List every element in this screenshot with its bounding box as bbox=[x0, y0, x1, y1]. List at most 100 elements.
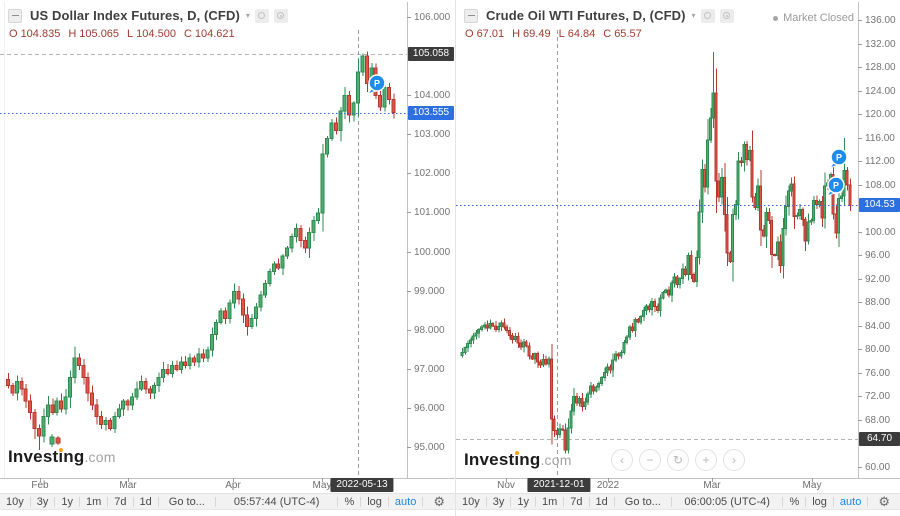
toolbar-divider bbox=[832, 496, 834, 507]
last-price-badge: 103.555 bbox=[408, 105, 454, 120]
tick-mark bbox=[858, 372, 862, 374]
position-pin-marker[interactable]: P bbox=[825, 176, 845, 198]
date-tick-mark bbox=[506, 478, 507, 482]
tick-mark bbox=[858, 419, 862, 421]
toolbar-divider bbox=[670, 496, 672, 507]
auto-scale-button[interactable]: auto bbox=[394, 495, 417, 508]
range-10y-button[interactable]: 10y bbox=[6, 495, 24, 508]
svg-text:P: P bbox=[833, 180, 839, 190]
settings-gear-icon[interactable]: ⚙ bbox=[433, 493, 445, 509]
percent-scale-button[interactable]: % bbox=[789, 495, 800, 508]
settings-gear-icon[interactable]: ⚙ bbox=[878, 493, 890, 509]
range-3y-button[interactable]: 3y bbox=[36, 495, 49, 508]
investing-logo[interactable]: Investing.com bbox=[464, 450, 572, 470]
tick-mark bbox=[858, 231, 862, 233]
date-axis-border bbox=[456, 478, 900, 479]
tick-mark bbox=[858, 90, 862, 92]
tick-mark bbox=[858, 137, 862, 139]
date-axis[interactable]: Feb Mar Apr May 2022-05-13 bbox=[0, 478, 455, 493]
camera-icon[interactable] bbox=[254, 8, 269, 23]
ohlc-key: C bbox=[603, 28, 612, 40]
range-1y-button[interactable]: 1y bbox=[61, 495, 73, 508]
chart-canvas[interactable]: P bbox=[0, 0, 407, 478]
tick-mark bbox=[858, 302, 862, 303]
position-pin-marker[interactable]: P bbox=[366, 74, 386, 96]
date-axis[interactable]: Nov 2022 Mar May 2021-12-01 bbox=[456, 478, 900, 493]
go-to-button[interactable]: Go to... bbox=[624, 495, 661, 508]
price-tick-label: 95.000 bbox=[407, 442, 445, 454]
candlestick-plot[interactable]: P bbox=[0, 0, 407, 478]
date-tick-label: Feb bbox=[31, 480, 49, 491]
price-tick-label: 128.00 bbox=[858, 62, 896, 74]
toolbar-divider bbox=[867, 496, 869, 507]
tick-mark bbox=[407, 408, 411, 410]
reset-zoom-button[interactable]: ↻ bbox=[667, 449, 689, 471]
date-tick-label: Mar bbox=[119, 480, 137, 491]
price-tick-label: 102.000 bbox=[407, 168, 450, 180]
ohlc-value: 104.835 bbox=[20, 28, 61, 40]
log-scale-button[interactable]: log bbox=[367, 495, 382, 508]
price-tick-label: 60.00 bbox=[858, 461, 890, 473]
date-tick-mark bbox=[608, 478, 609, 482]
price-tick-label: 96.000 bbox=[407, 403, 445, 415]
date-tick-mark bbox=[812, 478, 813, 482]
auto-scale-button[interactable]: auto bbox=[839, 495, 862, 508]
collapse-chart-icon[interactable] bbox=[8, 8, 22, 23]
candlestick-plot[interactable]: PP bbox=[456, 0, 858, 478]
percent-scale-button[interactable]: % bbox=[344, 495, 355, 508]
toolbar-divider bbox=[782, 496, 784, 507]
chevron-down-icon[interactable]: ▾ bbox=[245, 11, 250, 20]
range-1d-button[interactable]: 1d bbox=[595, 495, 608, 508]
range-3y-button[interactable]: 3y bbox=[492, 495, 505, 508]
market-status-label: Market Closed bbox=[783, 12, 854, 24]
chart-style-icon[interactable] bbox=[273, 8, 288, 23]
plot-border-left bbox=[4, 2, 5, 478]
zoom-out-button[interactable]: − bbox=[639, 449, 661, 471]
range-1m-button[interactable]: 1m bbox=[86, 495, 102, 508]
crosshair-date-badge: 2021-12-01 bbox=[527, 478, 591, 492]
range-10y-button[interactable]: 10y bbox=[462, 495, 480, 508]
price-tick-label: 120.00 bbox=[858, 109, 896, 121]
range-7d-button[interactable]: 7d bbox=[114, 495, 127, 508]
price-tick-label: 136.00 bbox=[858, 15, 896, 27]
status-dot-icon bbox=[773, 15, 779, 21]
date-tick-label: Nov bbox=[497, 480, 515, 491]
collapse-chart-icon[interactable] bbox=[464, 8, 478, 23]
ohlc-key: O bbox=[465, 28, 474, 40]
logo-orange-dot bbox=[515, 451, 519, 455]
chevron-down-icon[interactable]: ▾ bbox=[691, 11, 696, 20]
range-7d-button[interactable]: 7d bbox=[570, 495, 583, 508]
chart-nav-buttons: ‹ − ↻ + › bbox=[611, 449, 745, 471]
range-1d-button[interactable]: 1d bbox=[139, 495, 152, 508]
ohlc-legend: O 67.01 H 69.49 L 64.84 C 65.57 bbox=[465, 28, 650, 40]
range-1y-button[interactable]: 1y bbox=[517, 495, 529, 508]
price-tick-label: 98.000 bbox=[407, 324, 445, 336]
price-axis[interactable]: 136.00 132.00 128.00 124.00 120.00 116.00 112.… bbox=[858, 0, 900, 478]
position-pin-marker[interactable]: P bbox=[828, 148, 848, 170]
chart-style-icon[interactable] bbox=[719, 8, 734, 23]
pan-right-button[interactable]: › bbox=[723, 449, 745, 471]
toolbar-divider bbox=[157, 496, 159, 507]
price-axis[interactable]: 106.000 104.000 103.000 102.000 101.000 100.0… bbox=[407, 0, 455, 478]
investing-logo[interactable]: Investing.com bbox=[8, 434, 116, 467]
toolbar-divider bbox=[422, 496, 424, 507]
range-1m-button[interactable]: 1m bbox=[542, 495, 558, 508]
chart-title: US Dollar Index Futures, D, (CFD) bbox=[30, 8, 240, 23]
zoom-in-button[interactable]: + bbox=[695, 449, 717, 471]
pan-left-button[interactable]: ‹ bbox=[611, 449, 633, 471]
price-tick-label: 104.000 bbox=[407, 89, 450, 101]
tick-mark bbox=[858, 20, 862, 21]
toolbar-divider bbox=[337, 496, 339, 507]
ohlc-key: H bbox=[512, 28, 521, 40]
go-to-button[interactable]: Go to... bbox=[168, 495, 205, 508]
price-tick-label: 96.00 bbox=[858, 250, 890, 262]
log-scale-button[interactable]: log bbox=[812, 495, 827, 508]
crosshair-price-badge: 64.70 bbox=[859, 432, 900, 447]
toolbar-divider bbox=[214, 496, 216, 507]
camera-icon[interactable] bbox=[700, 8, 715, 23]
price-tick-label: 108.00 bbox=[858, 179, 896, 191]
ohlc-key: O bbox=[9, 28, 18, 40]
date-tick-label: May bbox=[312, 480, 332, 491]
